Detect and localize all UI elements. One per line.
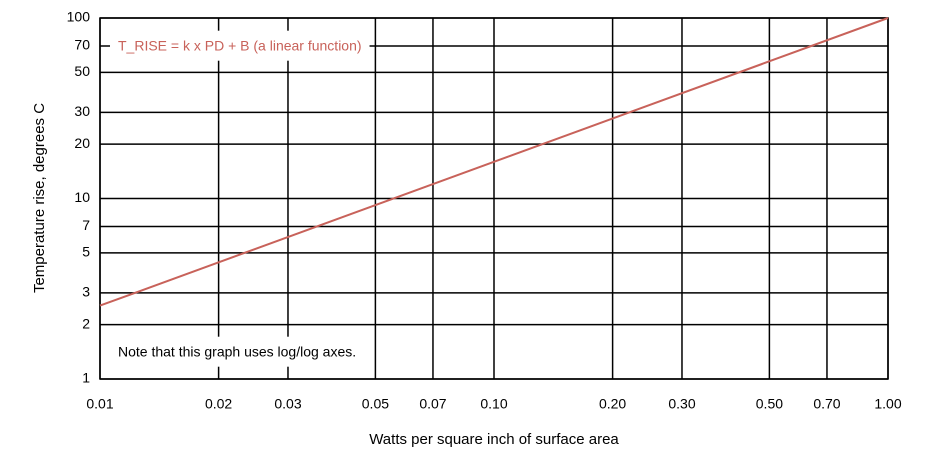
x-tick-label: 0.70	[813, 396, 840, 412]
x-tick-label: 0.20	[599, 396, 626, 412]
y-tick-label: 7	[82, 217, 90, 233]
x-tick-label: 0.07	[419, 396, 446, 412]
y-tick-label: 50	[74, 63, 90, 79]
annotation: T_RISE = k x PD + B (a linear function)	[118, 38, 362, 54]
y-axis-label: Temperature rise, degrees C	[31, 103, 48, 293]
plot-border	[99, 17, 889, 380]
x-tick-label: 0.30	[668, 396, 695, 412]
x-tick-label: 0.01	[86, 396, 113, 412]
y-tick-label: 3	[82, 284, 90, 300]
annotation: Note that this graph uses log/log axes.	[118, 344, 356, 360]
y-tick-label: 100	[67, 9, 91, 25]
y-tick-label: 2	[82, 315, 90, 331]
x-tick-label: 0.02	[205, 396, 232, 412]
y-tick-label: 10	[74, 189, 90, 205]
y-tick-label: 70	[74, 37, 90, 53]
x-tick-label: 1.00	[874, 396, 901, 412]
annotation-background	[110, 336, 365, 367]
x-axis-label: Watts per square inch of surface area	[369, 431, 619, 448]
y-tick-label: 30	[74, 103, 90, 119]
y-tick-label: 5	[82, 244, 90, 260]
x-tick-label: 0.05	[362, 396, 389, 412]
annotation-background	[110, 30, 370, 61]
x-tick-label: 0.03	[274, 396, 301, 412]
x-tick-label: 0.50	[756, 396, 783, 412]
line	[99, 17, 889, 307]
y-tick-label: 20	[74, 135, 90, 151]
x-tick-label: 0.10	[480, 396, 507, 412]
y-tick-label: 1	[82, 370, 90, 386]
